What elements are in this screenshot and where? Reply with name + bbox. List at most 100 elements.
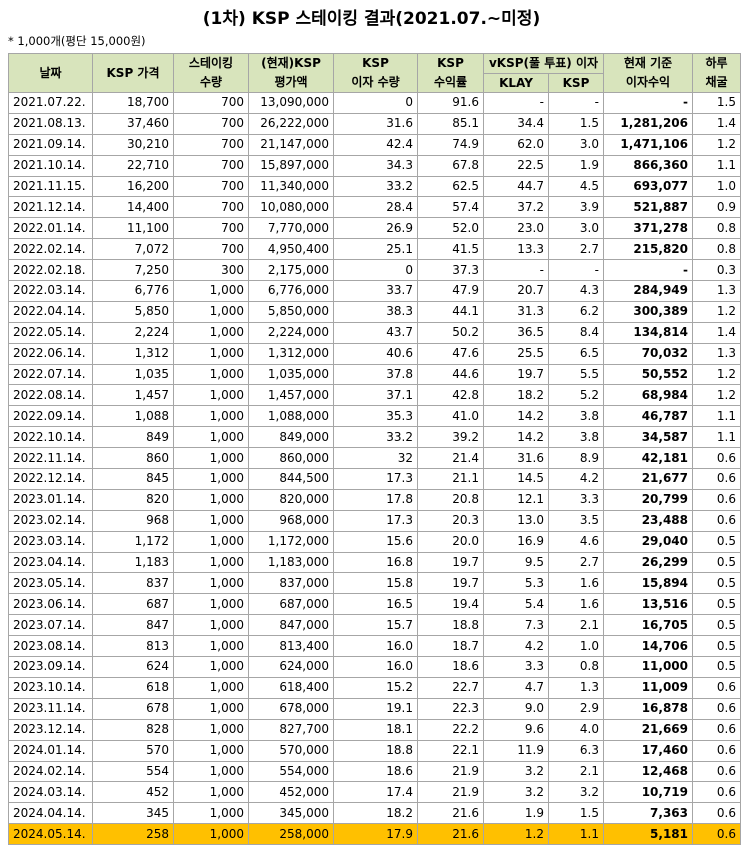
table-cell: 828 — [92, 718, 174, 741]
table-cell: 5,850 — [92, 300, 174, 323]
table-cell: 15.6 — [333, 530, 418, 553]
table-cell: 37.2 — [483, 196, 549, 219]
table-cell: 1,088,000 — [248, 405, 334, 428]
header-cell: (현재)KSP 평가액 — [248, 53, 334, 93]
table-cell: 62.0 — [483, 133, 549, 156]
table-cell: 1.9 — [483, 802, 549, 825]
table-cell: 1.5 — [548, 112, 604, 135]
table-cell: 21.1 — [417, 468, 484, 490]
table-cell: 0.6 — [692, 509, 741, 532]
table-cell: 5.3 — [483, 572, 549, 595]
table-cell: 371,278 — [603, 217, 693, 240]
table-cell: 0.6 — [692, 802, 741, 825]
table-cell: 1,000 — [173, 739, 249, 762]
table-cell: 2021.07.22. — [8, 92, 93, 114]
table-row: 2022.11.14. 860 1,000 860,000 32 21.4 31.6 8.9 4… — [8, 447, 741, 470]
table-cell: 2022.02.14. — [8, 238, 93, 261]
table-cell: 3.9 — [548, 196, 604, 219]
table-cell: 3.8 — [548, 405, 604, 428]
table-cell: 5.4 — [483, 593, 549, 616]
table-cell: 2021.11.15. — [8, 175, 93, 198]
table-cell: 1,000 — [173, 342, 249, 365]
table-cell: 2.9 — [548, 697, 604, 720]
table-cell: 2023.06.14. — [8, 593, 93, 616]
table-cell: 34.3 — [333, 154, 418, 177]
table-cell: 42,181 — [603, 447, 693, 470]
table-cell: 32 — [333, 447, 418, 470]
table-cell: 4.7 — [483, 676, 549, 699]
table-cell: 25.5 — [483, 342, 549, 365]
table-cell: 2024.02.14. — [8, 760, 93, 783]
table-cell: 4.6 — [548, 530, 604, 553]
table-cell: 9.0 — [483, 697, 549, 720]
table-cell: 42.8 — [417, 384, 484, 407]
table-cell: 837,000 — [248, 572, 334, 595]
table-cell: 1,172,000 — [248, 530, 334, 553]
table-cell: 16.0 — [333, 635, 418, 658]
table-cell: 0.8 — [548, 656, 604, 678]
table-cell: 13.3 — [483, 238, 549, 261]
table-cell: 678 — [92, 697, 174, 720]
table-cell: 25.1 — [333, 238, 418, 261]
table-cell: 0.8 — [692, 238, 741, 261]
table-cell: 0.6 — [692, 781, 741, 804]
table-cell: 19.7 — [483, 363, 549, 386]
header-text: 채굴 — [705, 75, 728, 89]
header-row: KLAY KSP — [9, 72, 741, 93]
header-text: 날짜 — [39, 66, 62, 80]
table-cell: 31.6 — [333, 112, 418, 135]
table-row: 2021.07.22. 18,700 700 13,090,000 0 91.6- - -1.… — [8, 92, 741, 114]
table-cell: 1,000 — [173, 551, 249, 574]
table-cell: 345,000 — [248, 802, 334, 825]
table-cell: 57.4 — [417, 196, 484, 219]
table-row: 2022.04.14. 5,850 1,000 5,850,000 38.3 44.1 31… — [8, 300, 741, 323]
table-cell: 1,000 — [173, 384, 249, 407]
table-cell: 3.8 — [548, 426, 604, 449]
table-cell: 4.5 — [548, 175, 604, 198]
table-cell: 11,340,000 — [248, 175, 334, 198]
table-row: 2022.07.14. 1,035 1,000 1,035,000 37.8 44.6 19… — [8, 363, 741, 386]
table-row: 2022.05.14. 2,224 1,000 2,224,000 43.7 50.2 36… — [8, 321, 741, 344]
table-cell: 4,950,400 — [248, 238, 334, 261]
table-cell: 14.5 — [483, 468, 549, 490]
header-text: 이자 수량 — [351, 75, 400, 89]
table-cell: 300,389 — [603, 300, 693, 323]
table-cell: 2022.10.14. — [8, 426, 93, 449]
table-cell: 9.6 — [483, 718, 549, 741]
table-cell: 20.8 — [417, 488, 484, 511]
table-cell: 30,210 — [92, 133, 174, 156]
table-cell: 837 — [92, 572, 174, 595]
table-cell: 1,000 — [173, 802, 249, 825]
table-cell: 554,000 — [248, 760, 334, 783]
table-cell: 1.6 — [548, 593, 604, 616]
table-cell: 3.0 — [548, 133, 604, 156]
table-cell: 23,488 — [603, 509, 693, 532]
table-cell: 36.5 — [483, 321, 549, 344]
table-cell: 1,000 — [173, 614, 249, 637]
header-cell: 하루 채굴 — [692, 53, 741, 93]
table-cell: 2022.05.14. — [8, 321, 93, 344]
table-cell: 33.2 — [333, 426, 418, 449]
table-cell: 2022.12.14. — [8, 468, 93, 490]
table-cell: 2.1 — [548, 760, 604, 783]
table-cell: 0.6 — [692, 718, 741, 741]
table-row: 2022.09.14. 1,088 1,000 1,088,000 35.3 41.0 14… — [8, 405, 741, 428]
table-cell: 3.2 — [483, 760, 549, 783]
table-cell: 47.6 — [417, 342, 484, 365]
table-cell: 618 — [92, 676, 174, 699]
table-cell: 1,088 — [92, 405, 174, 428]
table-cell: 31.6 — [483, 447, 549, 470]
table-cell: 20.0 — [417, 530, 484, 553]
table-cell: 452 — [92, 781, 174, 804]
table-cell: 1,000 — [173, 447, 249, 470]
table-cell: 827,700 — [248, 718, 334, 741]
table-cell: 2.7 — [548, 238, 604, 261]
table-cell: 21.9 — [417, 781, 484, 804]
table-cell: 11,000 — [603, 656, 693, 678]
table-cell: 968 — [92, 509, 174, 532]
table-cell: 62.5 — [417, 175, 484, 198]
table-cell: 968,000 — [248, 509, 334, 532]
table-row: 2023.07.14. 847 1,000 847,000 15.7 18.8 7.3 2.1… — [8, 614, 741, 637]
table-cell: 1,000 — [173, 530, 249, 553]
table-cell: 17.3 — [333, 468, 418, 490]
